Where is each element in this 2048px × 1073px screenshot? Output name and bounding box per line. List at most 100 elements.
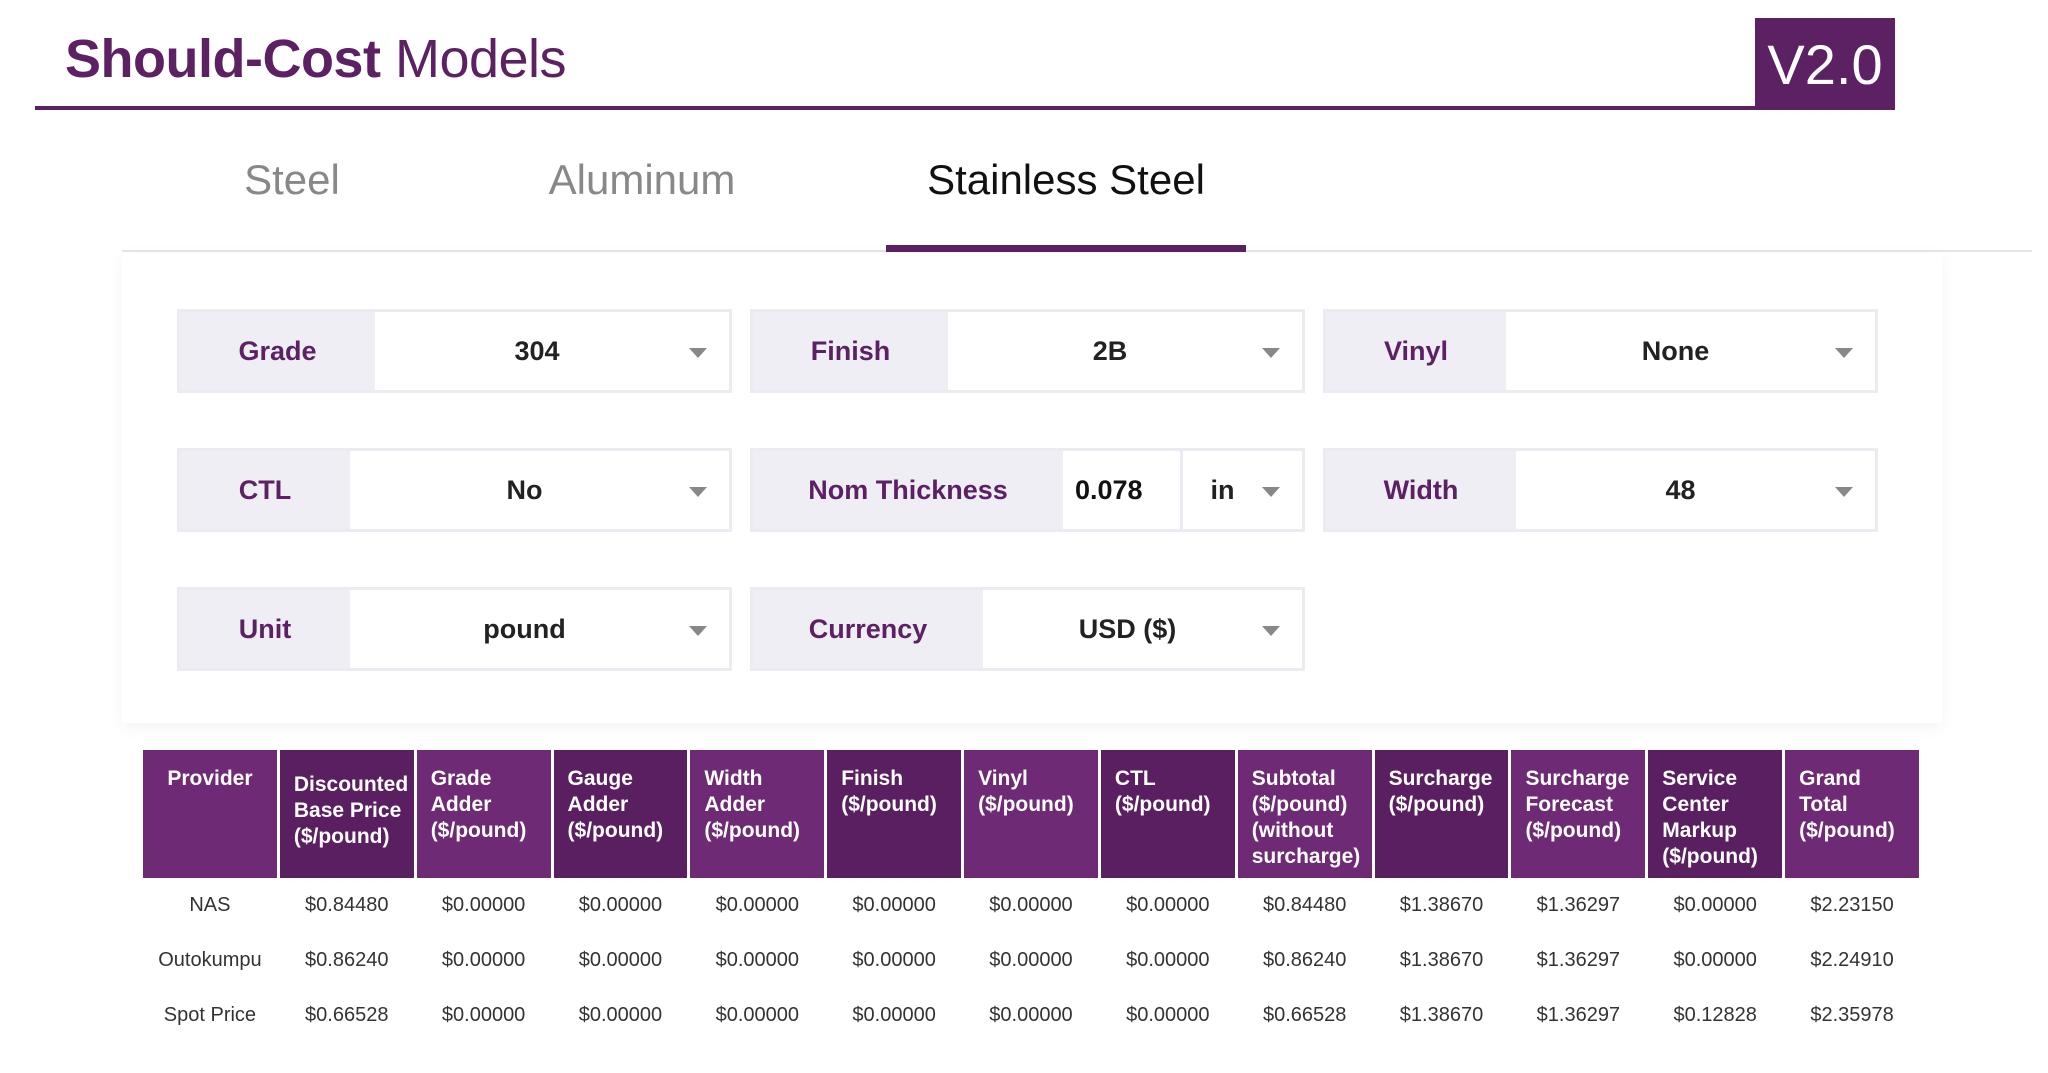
width-field: Width 48	[1323, 448, 1878, 532]
filter-panel: Grade 304 Finish 2B Vinyl None CTL No No…	[122, 253, 1942, 723]
table-cell: $0.00000	[1126, 949, 1210, 971]
table-cell: $0.84480	[1262, 894, 1347, 916]
unit-field: Unit pound	[177, 587, 732, 671]
table-cell: $0.00000	[578, 894, 663, 916]
grade-field: Grade 304	[177, 309, 732, 393]
thickness-unit-select[interactable]: in	[1183, 451, 1302, 529]
table-cell: $0.00000	[989, 949, 1073, 971]
column-header: CTL ($/pound)	[1100, 750, 1235, 878]
ctl-select[interactable]: No	[350, 451, 729, 529]
currency-field: Currency USD ($)	[750, 587, 1305, 671]
chevron-down-icon	[689, 487, 707, 497]
finish-field: Finish 2B	[750, 309, 1305, 393]
table-cell: $0.00000	[441, 949, 526, 971]
table-row: NAS $0.84480 $0.00000 $0.00000 $0.00000 …	[143, 878, 1919, 933]
column-header: Vinyl ($/pound)	[964, 750, 1098, 878]
table-cell: $0.00000	[852, 949, 936, 971]
column-header: Subtotal ($/pound) (without surcharge)	[1237, 750, 1372, 878]
table-cell: $0.00000	[989, 1004, 1073, 1026]
grade-select[interactable]: 304	[375, 312, 729, 390]
table-cell: NAS	[189, 894, 231, 916]
table-cell: $1.36297	[1536, 894, 1621, 916]
currency-label: Currency	[753, 590, 983, 668]
table-cell: Spot Price	[163, 1004, 257, 1026]
table-cell: $0.00000	[852, 1004, 936, 1026]
table-cell: $0.84480	[305, 894, 389, 916]
vinyl-field: Vinyl None	[1323, 309, 1878, 393]
table-cell: $0.00000	[441, 1004, 526, 1026]
vinyl-select[interactable]: None	[1506, 312, 1875, 390]
table-row: Spot Price $0.66528 $0.00000 $0.00000 $0…	[143, 988, 1919, 1043]
table-cell: $1.36297	[1536, 1004, 1621, 1026]
column-header: Gauge Adder ($/pound)	[553, 750, 688, 878]
material-tabs: Steel Aluminum Stainless Steel	[122, 110, 2032, 252]
table-cell: $0.00000	[578, 1004, 663, 1026]
chevron-down-icon	[1835, 487, 1853, 497]
table-cell: $0.00000	[1673, 894, 1757, 916]
vinyl-label: Vinyl	[1326, 312, 1506, 390]
table-cell: $1.38670	[1399, 894, 1484, 916]
tab-stainless-steel[interactable]: Stainless Steel	[886, 110, 1246, 252]
currency-value: USD ($)	[1078, 613, 1177, 644]
table-cell: $0.00000	[1126, 894, 1210, 916]
ctl-field: CTL No	[177, 448, 732, 532]
column-header: Discounted Base Price ($/pound)	[279, 750, 414, 878]
table-cell: $0.86240	[1262, 949, 1347, 971]
column-header: Grade Adder ($/pound)	[416, 750, 551, 878]
table-cell: $0.66528	[305, 1004, 389, 1026]
chevron-down-icon	[1262, 487, 1280, 497]
table-cell: $0.12828	[1673, 1004, 1757, 1026]
currency-select[interactable]: USD ($)	[983, 590, 1302, 668]
grade-label: Grade	[180, 312, 375, 390]
table-cell: $0.00000	[852, 894, 936, 916]
app-header: Should-Cost Models V2.0	[35, 0, 1895, 110]
column-header: Grand Total ($/pound)	[1785, 750, 1919, 878]
table-cell: $0.00000	[578, 949, 663, 971]
width-select[interactable]: 48	[1516, 451, 1875, 529]
chevron-down-icon	[689, 348, 707, 358]
table-cell: $0.00000	[989, 894, 1073, 916]
table-cell: $0.86240	[305, 949, 389, 971]
table-cell: $2.24910	[1810, 949, 1894, 971]
thickness-unit-value: in	[1210, 474, 1235, 505]
table-cell: $2.35978	[1810, 1004, 1894, 1026]
table-cell: $0.00000	[715, 894, 799, 916]
table-cell: $0.00000	[715, 1004, 799, 1026]
column-header: Provider	[143, 750, 277, 878]
nom-thickness-input[interactable]: 0.078	[1063, 451, 1183, 529]
column-header: Surcharge Forecast ($/pound)	[1511, 750, 1646, 878]
chevron-down-icon	[689, 626, 707, 636]
table-cell: $0.00000	[715, 949, 799, 971]
chevron-down-icon	[1262, 348, 1280, 358]
column-header: Width Adder ($/pound)	[690, 750, 825, 878]
nom-thickness-label: Nom Thickness	[753, 451, 1063, 529]
results-table: Provider Discounted Base Price ($/pound)…	[140, 750, 1922, 1043]
column-header: Surcharge ($/pound)	[1374, 750, 1509, 878]
table-cell: $0.00000	[1126, 1004, 1210, 1026]
page-title-strong: Should-Cost	[65, 29, 381, 89]
page-title: Should-Cost Models	[65, 28, 567, 90]
width-label: Width	[1326, 451, 1516, 529]
vinyl-value: None	[1641, 335, 1710, 366]
finish-label: Finish	[753, 312, 948, 390]
column-header: Finish ($/pound)	[827, 750, 962, 878]
unit-select[interactable]: pound	[350, 590, 729, 668]
table-cell: $0.66528	[1262, 1004, 1347, 1026]
unit-value: pound	[483, 613, 566, 644]
table-cell: $0.00000	[441, 894, 526, 916]
finish-select[interactable]: 2B	[948, 312, 1302, 390]
finish-value: 2B	[1092, 335, 1128, 366]
ctl-label: CTL	[180, 451, 350, 529]
width-value: 48	[1665, 474, 1696, 505]
grade-value: 304	[514, 335, 560, 366]
nom-thickness-field: Nom Thickness 0.078 in	[750, 448, 1305, 532]
version-badge: V2.0	[1755, 18, 1895, 110]
chevron-down-icon	[1835, 348, 1853, 358]
tab-aluminum[interactable]: Aluminum	[548, 156, 736, 203]
table-cell: Outokumpu	[158, 949, 262, 971]
unit-label: Unit	[180, 590, 350, 668]
table-row: Outokumpu $0.86240 $0.00000 $0.00000 $0.…	[143, 933, 1919, 988]
table-header-row: Provider Discounted Base Price ($/pound)…	[143, 750, 1919, 878]
tab-steel[interactable]: Steel	[244, 156, 340, 203]
column-header: Service Center Markup ($/pound)	[1648, 750, 1783, 878]
